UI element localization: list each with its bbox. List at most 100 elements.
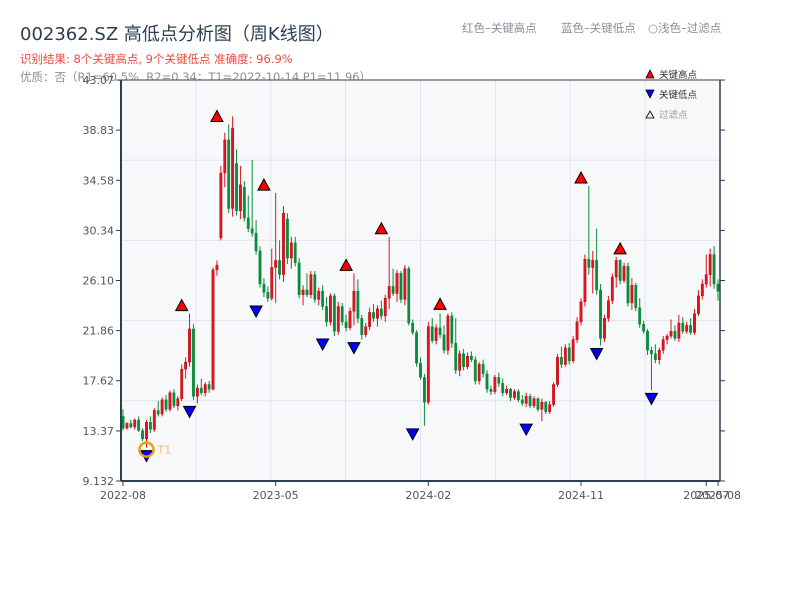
candle-body	[395, 273, 399, 294]
candle-body	[548, 404, 552, 412]
candle-body	[614, 260, 618, 278]
candle-body	[192, 328, 195, 397]
candle-body	[368, 312, 372, 327]
key-high-marker	[374, 221, 389, 235]
key-high-marker	[339, 258, 353, 271]
candle-body	[595, 260, 599, 291]
candle-body	[176, 398, 180, 406]
candle-body	[278, 260, 281, 275]
x-tick-label: 2024-11	[558, 489, 604, 502]
candle-body	[274, 260, 278, 268]
candle-body	[583, 259, 587, 302]
candle-body	[536, 398, 540, 410]
candle-body	[544, 402, 548, 412]
y-tick-label: 26.10	[83, 275, 115, 288]
candle-body	[407, 268, 411, 324]
x-tick-label: 2025-07	[683, 489, 729, 502]
candle-body	[239, 184, 242, 211]
candle-body	[481, 364, 485, 375]
y-tick-label: 34.58	[83, 174, 115, 187]
candle-body	[231, 127, 235, 209]
candle-body	[630, 285, 634, 304]
candle-body	[626, 266, 630, 304]
candle-body	[571, 339, 575, 362]
candle-body	[399, 273, 403, 300]
candle-body	[419, 363, 422, 378]
candle-body	[434, 327, 438, 341]
candle-body	[356, 290, 360, 319]
key-high-marker	[574, 170, 588, 184]
key-high-marker	[257, 178, 271, 191]
candle-body	[579, 301, 583, 323]
candle-body	[160, 399, 164, 415]
candle-body	[661, 339, 665, 351]
candle-body	[622, 266, 626, 281]
candle-body	[340, 306, 344, 323]
candle-body	[513, 391, 516, 398]
candle-body	[669, 331, 673, 337]
candle-body	[203, 384, 207, 393]
candle-body	[450, 315, 454, 344]
candle-body	[693, 313, 696, 333]
chart-legend: 关键高点 关键低点 过滤点	[645, 64, 697, 124]
candle-body	[137, 419, 141, 431]
candle-body	[376, 308, 379, 319]
candle-body	[305, 289, 309, 295]
key-high-marker	[210, 109, 224, 123]
candle-body	[129, 423, 133, 428]
candle-body	[477, 364, 481, 382]
candle-body	[473, 359, 477, 382]
key-high-marker	[613, 241, 627, 255]
candle-body	[332, 295, 336, 332]
t1-label: T1	[156, 444, 171, 457]
candle-body	[716, 283, 720, 292]
candle-body	[610, 276, 614, 301]
candle-body	[466, 355, 469, 367]
legend-caption-blue: 蓝色–关键低点	[561, 21, 636, 35]
candle-body	[227, 139, 231, 209]
candle-body	[603, 318, 606, 339]
key-high-marker	[174, 298, 189, 312]
candle-body	[438, 327, 442, 336]
x-tick-label: 2024-02	[405, 489, 451, 502]
candle-body	[152, 410, 156, 430]
candle-body	[141, 430, 144, 440]
candle-body	[618, 260, 622, 281]
candle-body	[387, 286, 391, 299]
candle-body	[567, 347, 571, 362]
legend-label: 关键低点	[659, 90, 698, 101]
candle-body	[415, 332, 418, 364]
candle-body	[411, 322, 415, 333]
x-tick-label: 2023-05	[253, 489, 299, 502]
candle-body	[301, 289, 305, 295]
triangle-up-hollow-icon	[645, 110, 655, 119]
candle-body	[575, 321, 579, 340]
legend-label: 过滤点	[659, 110, 688, 121]
candle-body	[180, 368, 184, 399]
candle-body	[556, 357, 559, 385]
candle-body	[403, 268, 407, 300]
legend-item-key-low: 关键低点	[645, 84, 697, 104]
candle-body	[172, 392, 176, 406]
candle-body	[606, 300, 610, 319]
key-low-marker	[347, 342, 361, 355]
candle-body	[207, 384, 211, 390]
y-tick-label: 43.07	[83, 74, 115, 87]
candle-body	[524, 396, 528, 404]
candle-body	[297, 262, 301, 295]
candle-body	[145, 422, 148, 440]
candle-body	[665, 335, 669, 340]
candle-body	[391, 286, 395, 294]
candle-body	[505, 389, 509, 393]
candle-body	[485, 373, 489, 390]
y-tick-label: 13.37	[83, 425, 115, 438]
key-low-marker	[182, 405, 197, 419]
candle-body	[469, 355, 473, 360]
candle-body	[215, 264, 219, 271]
candle-body	[591, 260, 595, 268]
candle-body	[462, 353, 465, 367]
candle-body	[516, 391, 520, 401]
candle-body	[329, 295, 332, 323]
candle-body	[254, 233, 258, 252]
x-tick-label: 2025-08	[695, 489, 741, 502]
